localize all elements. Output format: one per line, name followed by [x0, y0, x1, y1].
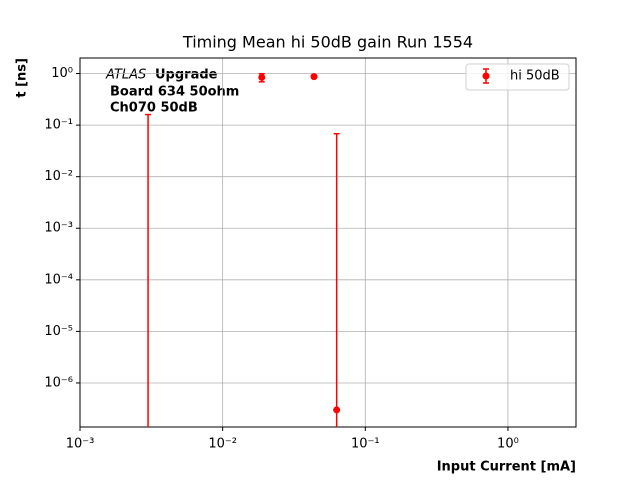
plot-area — [145, 73, 341, 427]
y-tick-label: 10⁻⁴ — [44, 272, 73, 287]
x-tick-label: 10⁻¹ — [351, 437, 380, 452]
y-tick-label: 10⁻⁵ — [44, 324, 73, 339]
annotation-line: Board 634 50ohm — [110, 85, 239, 100]
plot-frame — [79, 57, 577, 428]
x-axis-label: Input Current [mA] — [437, 460, 576, 475]
y-tick-label: 10⁻² — [44, 169, 73, 184]
chart-title: Timing Mean hi 50dB gain Run 1554 — [182, 33, 473, 52]
y-tick-label: 10⁻¹ — [44, 118, 73, 133]
legend-label: hi 50dB — [510, 69, 560, 84]
x-tick-label: 10⁻³ — [66, 437, 95, 452]
legend-marker — [482, 72, 490, 80]
y-tick-label: 10⁻³ — [44, 221, 73, 236]
annotation-tag: Upgrade — [155, 68, 218, 83]
y-tick-label: 10⁰ — [51, 66, 73, 81]
point — [258, 73, 266, 81]
annotation-line: Ch070 50dB — [110, 101, 198, 116]
legend-box — [465, 63, 570, 91]
point — [333, 406, 341, 414]
y-tick-label: 10⁻⁶ — [44, 375, 73, 390]
annotation-experiment: ATLAS — [105, 68, 146, 83]
point — [310, 73, 318, 81]
y-axis-label: t [ns] — [15, 58, 30, 98]
x-tick-label: 10⁻² — [208, 437, 237, 452]
x-tick-label: 10⁰ — [497, 437, 519, 452]
